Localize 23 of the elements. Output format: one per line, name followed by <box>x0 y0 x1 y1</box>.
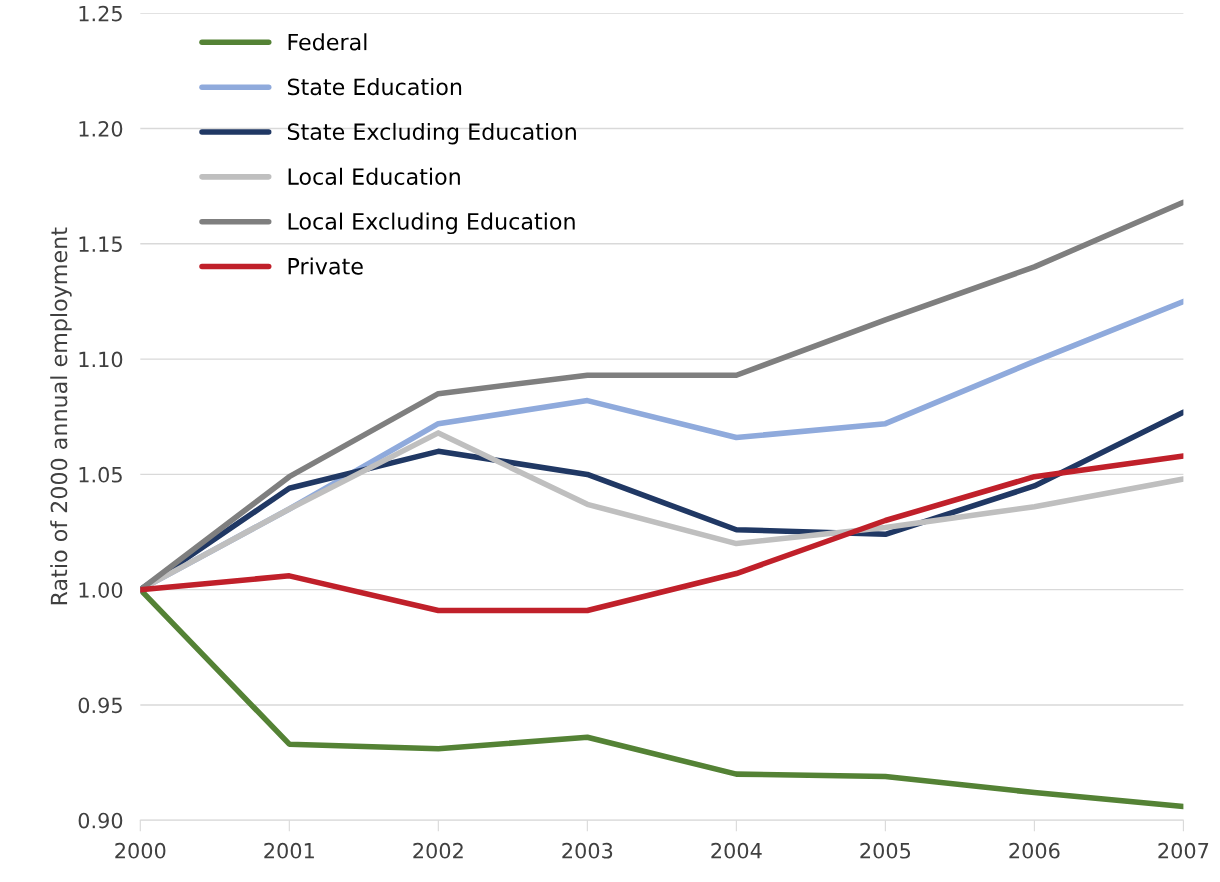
x-tick-label: 2000 <box>115 842 166 859</box>
y-axis-title: Ratio of 2000 annual employment <box>50 227 72 605</box>
y-tick-label: 1.20 <box>79 120 123 137</box>
x-tick-label: 2004 <box>711 842 762 859</box>
legend-label: Local Excluding Education <box>288 212 575 235</box>
x-tick-label: 2001 <box>264 842 314 859</box>
x-tick-label: 2006 <box>1009 842 1060 859</box>
x-tick-label: 2005 <box>860 842 911 859</box>
x-tick-label: 2007 <box>1158 842 1209 859</box>
x-tick-label: 2002 <box>413 842 463 859</box>
legend-label: Private <box>288 257 363 275</box>
y-tick-label: 0.95 <box>78 697 122 714</box>
legend-label: State Education <box>287 78 462 96</box>
x-tick-label: 2003 <box>562 842 613 859</box>
legend-label: State Excluding Education <box>287 122 576 145</box>
y-tick-label: 1.10 <box>79 351 123 368</box>
y-tick-label: 1.00 <box>79 582 123 598</box>
y-tick-label: 1.25 <box>79 5 122 22</box>
legend-label: Local Education <box>288 167 460 185</box>
legend-label: Federal <box>288 33 367 51</box>
y-tick-label: 0.90 <box>78 812 123 829</box>
y-tick-label: 1.15 <box>79 236 122 253</box>
y-tick-label: 1.05 <box>79 466 122 483</box>
